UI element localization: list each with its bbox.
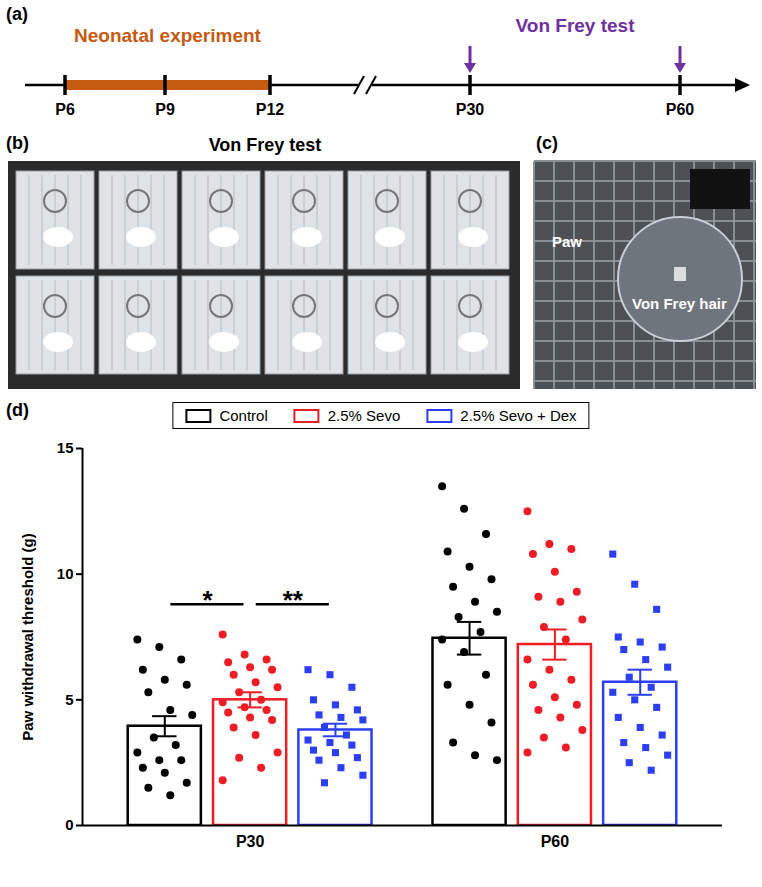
svg-text:Von Frey hair: Von Frey hair (632, 295, 727, 312)
svg-text:*: * (202, 585, 213, 615)
html-text:Control: Control (219, 407, 268, 424)
svg-text:Neonatal experiment: Neonatal experiment (74, 25, 262, 46)
html-text:(d): (d) (6, 400, 29, 420)
svg-text:Paw withdrawal threshold (g): Paw withdrawal threshold (g) (19, 533, 36, 741)
svg-text:Von Frey test: Von Frey test (516, 15, 636, 36)
svg-text:P60: P60 (666, 101, 695, 118)
svg-text:5: 5 (65, 691, 73, 708)
svg-text:15: 15 (57, 439, 74, 456)
svg-text:(c): (c) (536, 133, 558, 153)
svg-text:0: 0 (65, 816, 73, 833)
svg-text:10: 10 (57, 565, 74, 582)
svg-text:P6: P6 (55, 101, 75, 118)
svg-text:P30: P30 (456, 101, 485, 118)
svg-text:**: ** (283, 585, 304, 615)
html-text:2.5% Sevo + Dex: 2.5% Sevo + Dex (460, 407, 577, 424)
html-text:2.5% Sevo: 2.5% Sevo (327, 407, 401, 424)
svg-text:P60: P60 (541, 833, 570, 850)
svg-text:(b): (b) (6, 133, 29, 153)
svg-text:Paw: Paw (552, 233, 582, 250)
svg-text:Von Frey test: Von Frey test (209, 135, 322, 155)
svg-text:P12: P12 (256, 101, 285, 118)
svg-text:P30: P30 (236, 833, 265, 850)
svg-text:P9: P9 (155, 101, 175, 118)
svg-text:(a): (a) (6, 4, 28, 24)
